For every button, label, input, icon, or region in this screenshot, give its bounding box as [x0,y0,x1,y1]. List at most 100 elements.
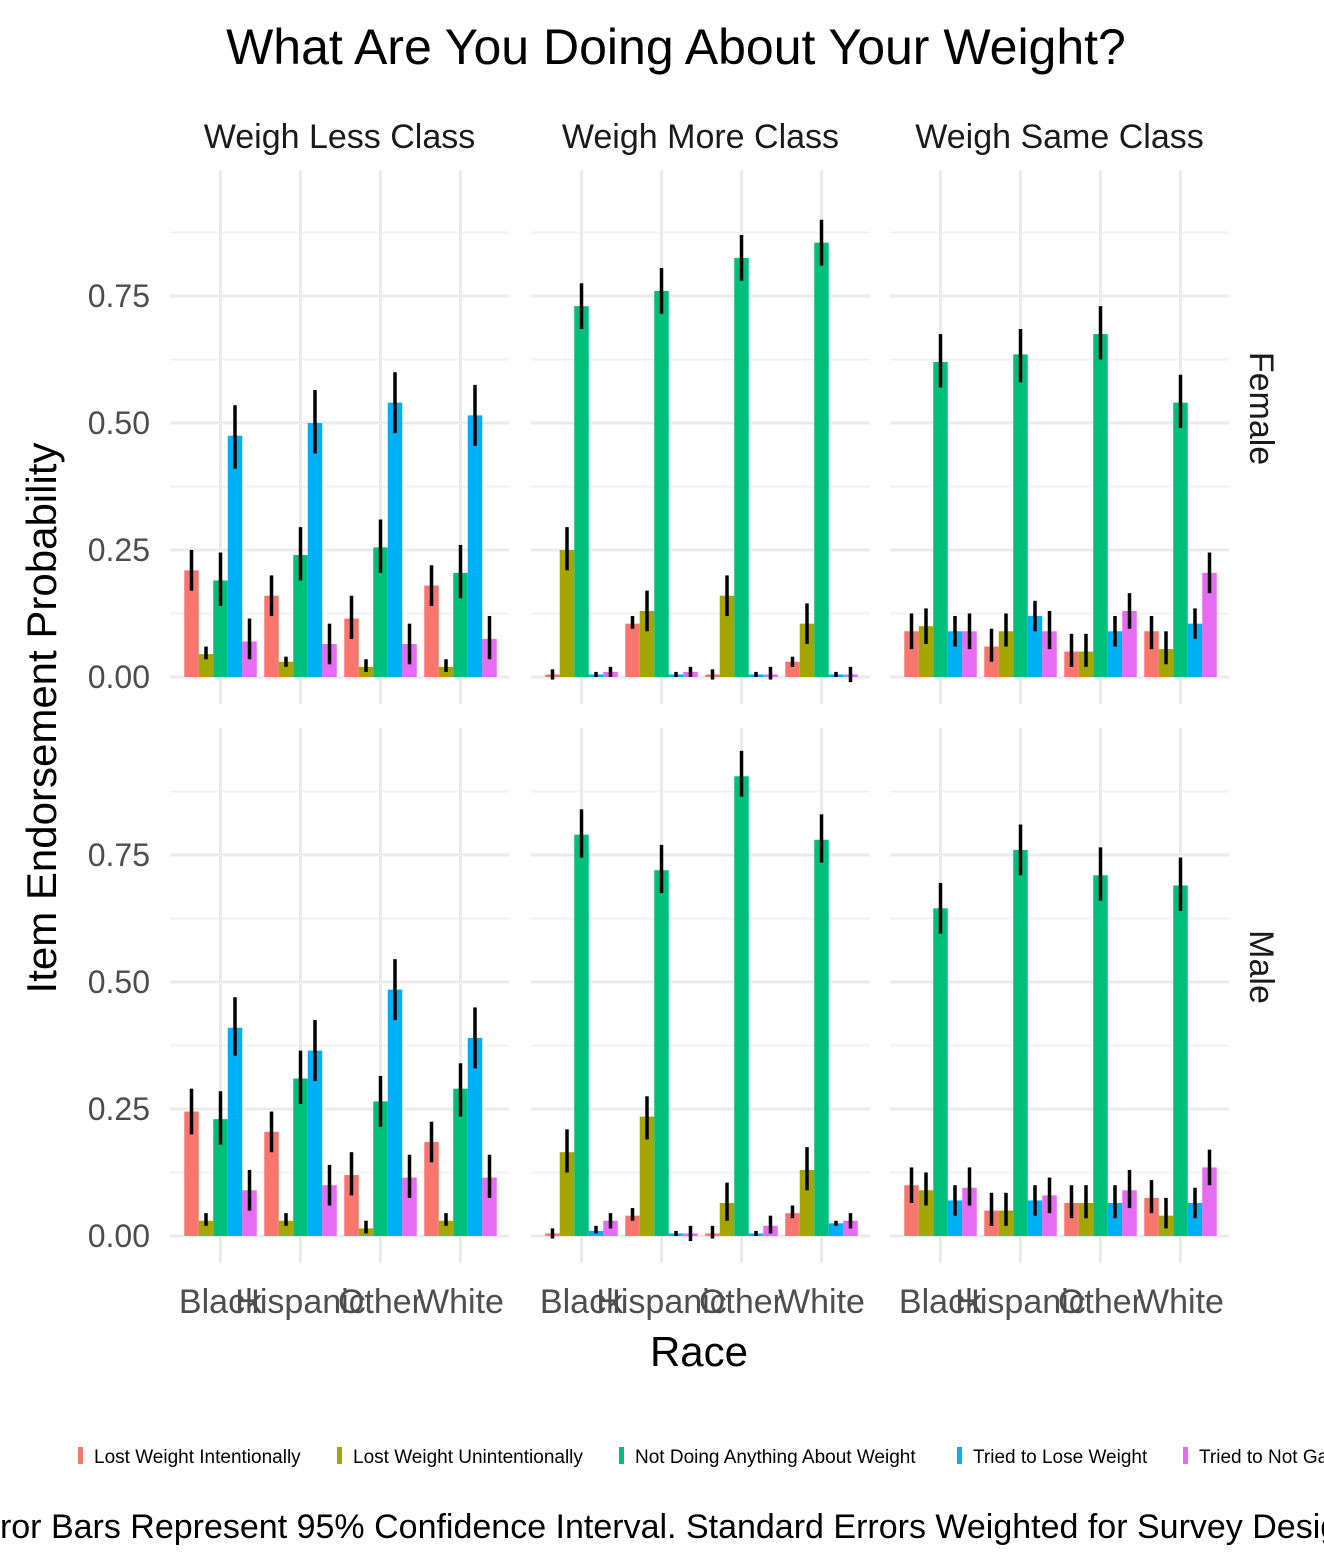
bar-not-doing-anything-about-weight [814,242,829,677]
x-tick-label: Black [179,1283,263,1321]
bar-lost-weight-unintentionally [998,631,1014,677]
y-axis-title: Item Endorsement Probability [18,443,65,994]
bar-tried-to-lose-weight [387,989,403,1236]
x-axis-title: Race [650,1328,748,1375]
x-tick-label: Black [540,1283,624,1321]
legend-key [619,1447,624,1464]
bar-lost-weight-unintentionally [198,654,214,677]
bar-tried-to-lose-weight [1027,616,1043,677]
bar-tried-to-lose-weight [1187,623,1203,677]
bar-lost-weight-intentionally [1064,1202,1079,1236]
bar-lost-weight-intentionally [264,1131,279,1236]
bar-tried-to-lose-weight [947,631,963,677]
bar-lost-weight-intentionally [344,618,359,677]
bar-not-doing-anything-about-weight [814,839,829,1236]
legend-key [78,1447,83,1464]
bar-not-doing-anything-about-weight [213,1119,228,1236]
bar-lost-weight-intentionally [904,1185,919,1236]
bar-tried-to-lose-weight [1027,1200,1043,1236]
bar-lost-weight-intentionally [264,595,279,677]
legend-key [1183,1447,1188,1464]
bars-layer [184,242,1217,1236]
bar-not-doing-anything-about-weight [1173,402,1188,677]
legend-key [957,1447,962,1464]
bar-tried-to-not-gain-weight [962,1187,977,1236]
bar-tried-to-not-gain-weight [482,1177,497,1236]
y-tick-label: 0.25 [88,532,150,568]
bar-tried-to-not-gain-weight [962,631,977,677]
bar-lost-weight-intentionally [904,631,919,677]
bar-not-doing-anything-about-weight [1093,334,1108,677]
bar-lost-weight-intentionally [625,1215,640,1236]
bar-lost-weight-intentionally [785,1213,800,1236]
bar-not-doing-anything-about-weight [453,1088,468,1236]
bar-lost-weight-intentionally [184,1111,199,1236]
bar-lost-weight-unintentionally [918,1190,934,1236]
bar-lost-weight-intentionally [424,1142,439,1236]
y-tick-label: 0.25 [88,1091,150,1127]
bar-not-doing-anything-about-weight [574,306,589,677]
bar-lost-weight-unintentionally [278,661,294,677]
bar-lost-weight-unintentionally [559,1152,575,1236]
strip-label-column: Weigh Less Class [204,118,476,156]
bar-tried-to-lose-weight [307,423,323,677]
bar-tried-to-not-gain-weight [1202,1167,1217,1236]
bar-lost-weight-intentionally [1144,1197,1159,1236]
x-tick-label: White [1137,1283,1224,1321]
panel-backgrounds [170,170,1229,1263]
bar-tried-to-not-gain-weight [402,1177,417,1236]
bar-not-doing-anything-about-weight [734,257,749,677]
bar-tried-to-lose-weight [947,1200,963,1236]
bar-tried-to-not-gain-weight [1042,1195,1057,1236]
legend-label: Not Doing Anything About Weight [635,1447,916,1468]
bar-not-doing-anything-about-weight [453,572,468,677]
bar-not-doing-anything-about-weight [213,580,228,677]
bar-tried-to-not-gain-weight [322,1185,337,1236]
bar-lost-weight-unintentionally [278,1220,294,1236]
bar-not-doing-anything-about-weight [373,547,388,677]
bar-tried-to-lose-weight [1107,1202,1123,1236]
legend-label: Tried to Not Gain Weight [1199,1447,1324,1468]
bar-lost-weight-unintentionally [799,1169,815,1236]
bar-lost-weight-unintentionally [639,1116,655,1236]
legend-key [337,1447,342,1464]
y-tick-label: 0.75 [88,837,150,873]
bar-tried-to-not-gain-weight [1042,631,1057,677]
x-tick-label: White [417,1283,504,1321]
bar-not-doing-anything-about-weight [293,555,308,677]
x-tick-label: Hispanic [235,1283,365,1321]
x-tick-label: White [778,1283,865,1321]
bar-tried-to-lose-weight [1187,1202,1203,1236]
bar-lost-weight-unintentionally [438,1220,454,1236]
x-tick-label: Other [1058,1283,1143,1321]
strip-label-column: Weigh More Class [562,118,839,156]
bar-lost-weight-unintentionally [198,1220,214,1236]
x-tick-label: Black [899,1283,983,1321]
bar-lost-weight-intentionally [184,570,199,677]
strip-label-row: Female [1242,352,1280,465]
chart-title: What Are You Doing About Your Weight? [226,19,1126,75]
chart-caption: Error Bars Represent 95% Confidence Inte… [0,1508,1324,1546]
bar-not-doing-anything-about-weight [933,362,948,677]
bar-tried-to-lose-weight [227,1027,243,1236]
bar-tried-to-not-gain-weight [1122,610,1137,677]
bar-tried-to-lose-weight [387,402,403,677]
x-tick-label: Other [699,1283,784,1321]
bar-tried-to-not-gain-weight [242,1190,257,1236]
x-tick-label: Hispanic [596,1283,726,1321]
bar-tried-to-lose-weight [307,1050,323,1236]
bar-tried-to-lose-weight [467,1037,483,1236]
bar-lost-weight-unintentionally [639,610,655,677]
legend-label: Lost Weight Intentionally [94,1447,301,1468]
y-tick-label: 0.50 [88,405,150,441]
bar-lost-weight-intentionally [785,661,800,677]
bar-tried-to-not-gain-weight [1202,572,1217,677]
bar-lost-weight-unintentionally [1078,1202,1094,1236]
bar-not-doing-anything-about-weight [1173,885,1188,1236]
bar-lost-weight-intentionally [344,1175,359,1236]
strip-label-column: Weigh Same Class [915,118,1204,156]
strip-label-row: Male [1242,930,1280,1004]
bar-lost-weight-unintentionally [799,623,815,677]
